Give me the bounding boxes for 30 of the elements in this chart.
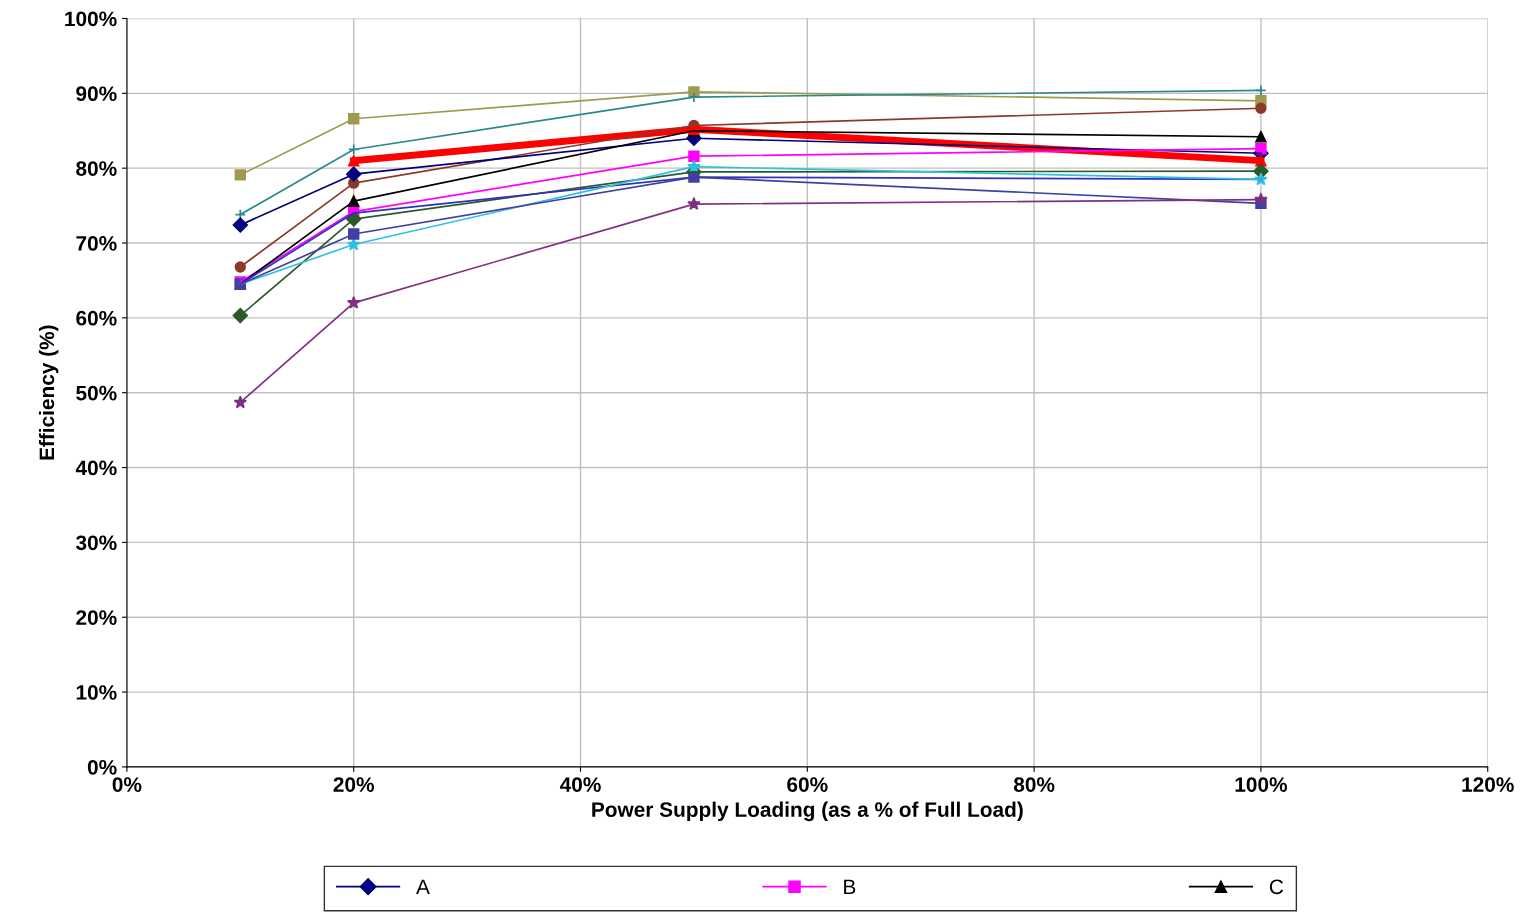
x-tick-label: 80% [1013,777,1055,792]
point [348,228,360,240]
x-tick-label: 60% [787,777,828,792]
y-tick-label: 10% [76,685,117,700]
y-tick-label: 50% [76,385,117,401]
y-axis-title: Efficiency (%) [38,325,59,460]
point [234,261,247,273]
x-axis-title: Power Supply Loading (as a % of Full Load) [592,801,1023,822]
y-tick-label: 90% [76,86,117,102]
point [234,169,247,181]
y-tick-label: 0% [87,759,117,775]
x-tick-label: 100% [1235,777,1288,792]
point [232,307,249,324]
legend-label: B [844,879,856,894]
y-tick-label: 100% [65,11,117,27]
y-tick-label: 40% [75,460,117,476]
point [688,150,700,162]
point [232,217,249,233]
y-tick-label: 30% [75,535,117,551]
legend-label: C [1269,879,1284,895]
point [1255,84,1267,97]
x-tick-label: 120% [1462,777,1514,792]
y-tick-label: 20% [76,610,117,625]
legend-label: A [416,879,430,894]
x-tick-label: 20% [333,777,375,792]
x-tick-label: 40% [559,777,601,792]
y-tick-label: 60% [76,310,117,326]
y-tick-label: 80% [76,161,117,176]
y-tick-label: 70% [76,236,117,251]
x-tick-label: 0% [112,777,142,792]
